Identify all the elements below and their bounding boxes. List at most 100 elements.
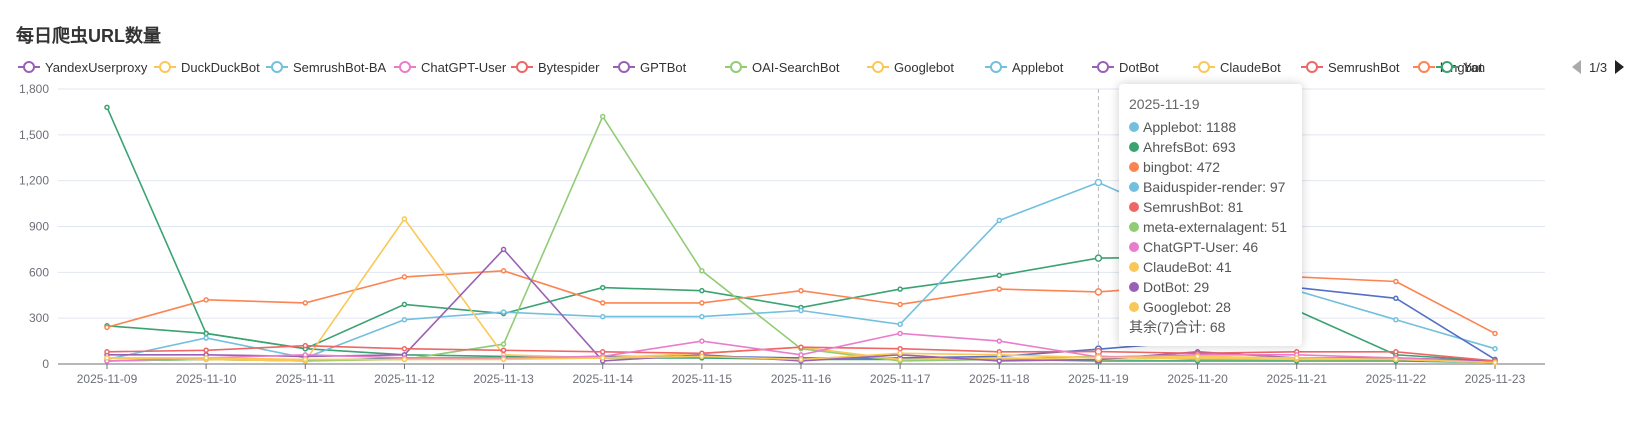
legend-item[interactable]: Yan	[1436, 59, 1485, 75]
data-point[interactable]	[1393, 316, 1399, 323]
tooltip-dot-icon	[1129, 262, 1139, 272]
data-point[interactable]	[104, 349, 110, 355]
legend-item[interactable]: DuckDuckBot	[154, 59, 260, 75]
data-point[interactable]	[599, 349, 606, 355]
data-point[interactable]	[1094, 288, 1103, 296]
data-point[interactable]	[996, 217, 1003, 224]
tooltip-row: meta-externalagent: 51	[1129, 217, 1292, 237]
legend-item[interactable]: GPTBot	[613, 59, 686, 75]
data-point[interactable]	[500, 246, 507, 253]
data-point[interactable]	[1293, 355, 1300, 361]
data-point[interactable]	[996, 358, 1003, 364]
data-point[interactable]	[1194, 353, 1201, 360]
data-point[interactable]	[699, 353, 705, 360]
data-point[interactable]	[599, 313, 606, 320]
tooltip-row-label: meta-externalagent: 51	[1143, 219, 1287, 235]
tooltip-row-label: Googlebot: 28	[1143, 299, 1231, 315]
legend-item[interactable]: OAI-SearchBot	[725, 59, 839, 75]
data-point[interactable]	[599, 113, 606, 120]
data-point[interactable]	[1393, 349, 1399, 355]
legend-symbol-icon	[613, 60, 635, 74]
data-point[interactable]	[104, 324, 110, 331]
data-point[interactable]	[699, 338, 705, 344]
data-point[interactable]	[599, 284, 606, 291]
data-point[interactable]	[996, 286, 1003, 292]
legend-item[interactable]: YandexUserproxy	[18, 59, 147, 75]
x-tick-label: 2025-11-21	[1266, 372, 1327, 386]
data-point[interactable]	[302, 300, 309, 306]
data-point[interactable]	[599, 355, 606, 361]
data-point[interactable]	[1492, 345, 1498, 352]
data-point[interactable]	[203, 335, 209, 341]
data-point[interactable]	[1094, 353, 1103, 362]
legend-symbol-icon	[725, 60, 747, 74]
data-point[interactable]	[699, 268, 705, 274]
data-point[interactable]	[897, 301, 903, 308]
data-point[interactable]	[897, 286, 903, 292]
data-point[interactable]	[798, 307, 804, 314]
data-point[interactable]	[897, 321, 903, 328]
data-point[interactable]	[897, 345, 903, 352]
data-point[interactable]	[996, 272, 1003, 279]
data-point[interactable]	[699, 300, 705, 306]
data-point[interactable]	[500, 347, 507, 353]
data-point[interactable]	[500, 356, 507, 363]
data-point[interactable]	[500, 268, 507, 274]
data-point[interactable]	[401, 274, 408, 280]
tooltip-row: DotBot: 29	[1129, 277, 1292, 297]
data-point[interactable]	[996, 352, 1003, 358]
data-point[interactable]	[1393, 278, 1399, 285]
data-point[interactable]	[1094, 254, 1103, 262]
x-tick-label: 2025-11-16	[771, 372, 832, 386]
legend-item[interactable]: ClaudeBot	[1193, 59, 1281, 75]
data-point[interactable]	[203, 297, 209, 303]
tooltip-dot-icon	[1129, 182, 1139, 192]
data-point[interactable]	[1492, 330, 1498, 337]
data-point[interactable]	[699, 313, 705, 320]
data-point[interactable]	[203, 355, 209, 361]
data-point[interactable]	[599, 300, 606, 306]
data-point[interactable]	[699, 287, 705, 294]
legend-item[interactable]: DotBot	[1092, 59, 1159, 75]
data-point[interactable]	[798, 287, 804, 294]
legend-prev-icon[interactable]	[1572, 60, 1581, 74]
legend-next-icon[interactable]	[1615, 60, 1625, 74]
legend-item[interactable]: Applebot	[985, 59, 1063, 75]
data-point[interactable]	[1094, 178, 1103, 187]
data-point[interactable]	[798, 352, 804, 358]
data-point[interactable]	[1492, 359, 1498, 366]
data-point[interactable]	[401, 356, 408, 363]
data-point[interactable]	[500, 341, 507, 347]
legend-item[interactable]: SemrushBot	[1301, 59, 1400, 75]
data-point[interactable]	[401, 345, 408, 352]
tooltip-dot-icon	[1129, 242, 1139, 252]
data-point[interactable]	[302, 356, 309, 363]
legend-item[interactable]: Bytespider	[511, 59, 599, 75]
legend-symbol-icon	[1193, 60, 1215, 74]
data-point[interactable]	[798, 356, 804, 363]
data-point[interactable]	[1393, 356, 1399, 363]
data-point[interactable]	[897, 330, 903, 337]
data-point[interactable]	[401, 316, 408, 323]
legend-label: OAI-SearchBot	[752, 59, 840, 75]
data-point[interactable]	[401, 301, 408, 308]
legend-item[interactable]: SemrushBot-BA	[266, 59, 386, 75]
legend-item[interactable]: Googlebot	[867, 59, 954, 75]
data-point[interactable]	[1393, 295, 1399, 302]
data-point[interactable]	[798, 344, 804, 350]
data-point[interactable]	[302, 352, 309, 358]
x-tick-label: 2025-11-19	[1068, 372, 1129, 386]
data-point[interactable]	[104, 355, 110, 361]
data-point[interactable]	[302, 342, 309, 349]
data-point[interactable]	[500, 309, 507, 315]
data-point[interactable]	[897, 356, 903, 363]
data-point[interactable]	[401, 216, 408, 222]
data-point[interactable]	[203, 347, 209, 353]
data-point[interactable]	[104, 104, 110, 111]
data-point[interactable]	[996, 338, 1003, 344]
legend-label: Applebot	[1012, 59, 1064, 75]
legend-item[interactable]: ChatGPT-User	[394, 59, 506, 75]
data-point[interactable]	[897, 350, 903, 357]
data-point[interactable]	[203, 330, 209, 337]
